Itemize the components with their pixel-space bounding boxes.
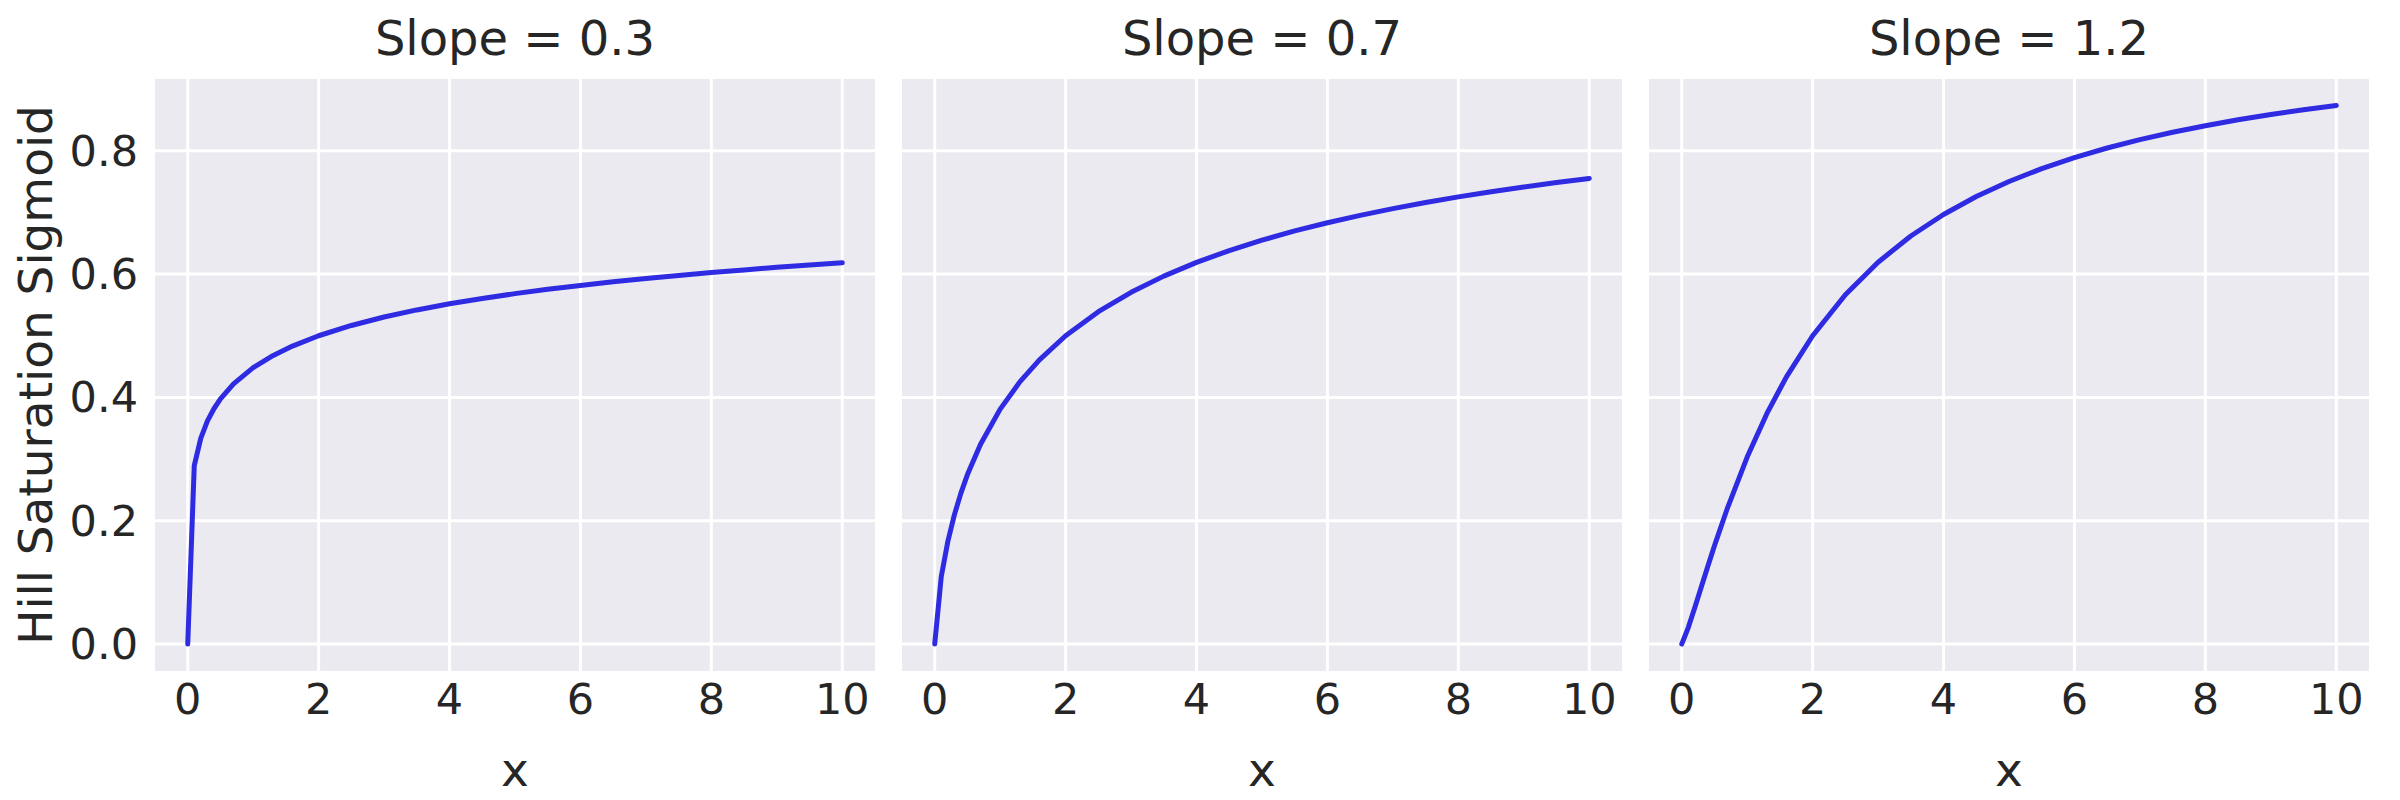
y-tick-label: 0.8 bbox=[0, 128, 138, 174]
axes-background bbox=[1649, 79, 2369, 671]
x-tick-label: 8 bbox=[651, 677, 771, 722]
figure: Hill Saturation Sigmoid 0.00.20.40.60.8 … bbox=[0, 0, 2400, 800]
x-tick-label: 2 bbox=[1753, 677, 1873, 722]
y-tick-label: 0.6 bbox=[0, 251, 138, 297]
x-tick-label: 8 bbox=[1398, 677, 1518, 722]
x-tick-label: 4 bbox=[1884, 677, 2004, 722]
x-tick-label: 8 bbox=[2145, 677, 2265, 722]
x-tick-label: 4 bbox=[390, 677, 510, 722]
x-tick-label: 0 bbox=[1622, 677, 1742, 722]
x-tick-label: 4 bbox=[1137, 677, 1257, 722]
x-axis-label: x bbox=[902, 742, 1622, 797]
subplot-2: Slope = 0.70246810x bbox=[902, 0, 1622, 800]
x-tick-label: 6 bbox=[2014, 677, 2134, 722]
y-tick-label: 0.4 bbox=[0, 374, 138, 420]
y-tick-label: 0.0 bbox=[0, 621, 138, 667]
x-tick-label: 6 bbox=[520, 677, 640, 722]
x-tick-label: 0 bbox=[128, 677, 248, 722]
plot-title: Slope = 1.2 bbox=[1649, 12, 2369, 65]
axes-background bbox=[155, 79, 875, 671]
plot-title: Slope = 0.7 bbox=[902, 12, 1622, 65]
subplot-3: Slope = 1.20246810x bbox=[1649, 0, 2369, 800]
y-tick-labels: 0.0 0.2 0.4 0.6 0.8 bbox=[0, 79, 138, 671]
x-tick-label: 2 bbox=[259, 677, 379, 722]
plot-area bbox=[155, 79, 875, 671]
x-axis-label: x bbox=[1649, 742, 2369, 797]
plot-area bbox=[902, 79, 1622, 671]
plot-title: Slope = 0.3 bbox=[155, 12, 875, 65]
subplot-1: Slope = 0.30246810x bbox=[155, 0, 875, 800]
x-tick-label: 2 bbox=[1006, 677, 1126, 722]
x-tick-label: 0 bbox=[875, 677, 995, 722]
y-tick-label: 0.2 bbox=[0, 498, 138, 544]
plot-area bbox=[1649, 79, 2369, 671]
axes-background bbox=[902, 79, 1622, 671]
x-axis-label: x bbox=[155, 742, 875, 797]
x-tick-label: 6 bbox=[1267, 677, 1387, 722]
x-tick-label: 10 bbox=[2276, 677, 2396, 722]
